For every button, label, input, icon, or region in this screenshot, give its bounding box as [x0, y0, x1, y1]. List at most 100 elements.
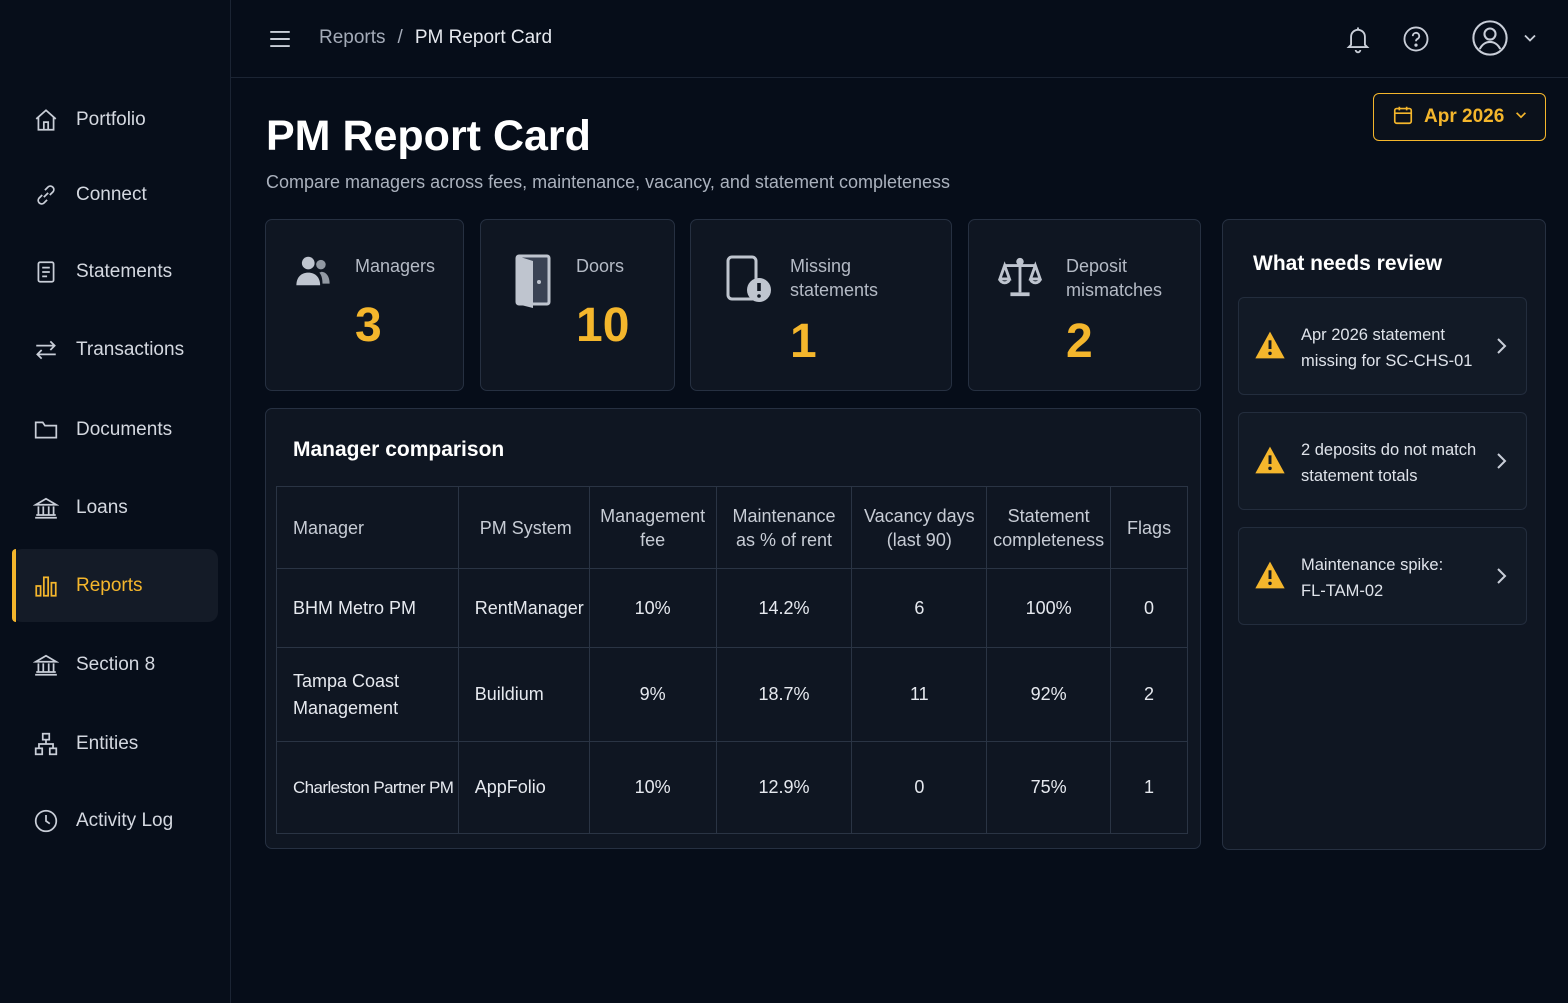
- month-selector-button[interactable]: Apr 2026: [1373, 93, 1546, 141]
- cell-completeness: 100%: [986, 568, 1112, 648]
- cell-line: Tampa Coast: [293, 670, 400, 691]
- manager-comparison-table: Manager PM System Management fee Maintena…: [276, 486, 1188, 834]
- hierarchy-icon: [32, 730, 60, 758]
- cell-flags: 0: [1110, 568, 1188, 648]
- bar-chart-icon: [32, 572, 60, 600]
- topbar: Reports / PM Report Card: [231, 0, 1568, 78]
- document-icon: [32, 258, 60, 286]
- scale-icon: [997, 254, 1043, 305]
- stat-value: 3: [355, 299, 382, 352]
- review-item-deposit-mismatch[interactable]: 2 deposits do not match statement totals: [1238, 412, 1527, 510]
- chevron-down-icon[interactable]: [1522, 30, 1538, 46]
- bell-icon[interactable]: [1344, 24, 1372, 54]
- sidebar-item-label: Entities: [76, 732, 139, 754]
- chevron-right-icon: [1494, 566, 1508, 586]
- stat-value: 10: [576, 299, 630, 352]
- cell-manager: Charleston Partner PM: [276, 741, 459, 834]
- header-line: Management: [600, 505, 706, 526]
- cell-pm-system: RentManager: [457, 568, 590, 648]
- document-alert-icon: [725, 254, 773, 311]
- review-line: FL-TAM-02: [1301, 582, 1384, 600]
- sidebar: Portfolio Connect Statements Transaction…: [0, 0, 231, 1003]
- users-icon: [294, 252, 332, 295]
- header-line: fee: [640, 529, 666, 550]
- sidebar-item-reports[interactable]: Reports: [12, 549, 218, 622]
- sidebar-item-label: Portfolio: [76, 108, 146, 130]
- column-header-manager[interactable]: Manager: [276, 486, 459, 569]
- section-title: What needs review: [1253, 252, 1443, 275]
- review-item-text: Apr 2026 statement missing for SC-CHS-01: [1301, 322, 1486, 374]
- folder-icon: [32, 416, 60, 444]
- building-icon: [32, 651, 60, 679]
- month-selector-label: Apr 2026: [1424, 106, 1505, 127]
- review-item-maintenance-spike[interactable]: Maintenance spike: FL-TAM-02: [1238, 527, 1527, 625]
- page-title: PM Report Card: [266, 112, 591, 160]
- sidebar-item-section-8[interactable]: Section 8: [12, 628, 218, 701]
- sidebar-item-portfolio[interactable]: Portfolio: [12, 83, 218, 156]
- column-header-vacancy[interactable]: Vacancy days (last 90): [851, 486, 988, 569]
- column-header-completeness[interactable]: Statement completeness: [986, 486, 1112, 569]
- table-header-row: Manager PM System Management fee Maintena…: [276, 486, 1188, 569]
- help-icon[interactable]: [1402, 24, 1430, 54]
- table-row[interactable]: BHM Metro PM RentManager 10% 14.2% 6 100…: [276, 568, 1188, 648]
- home-icon: [32, 106, 60, 134]
- sidebar-item-transactions[interactable]: Transactions: [12, 313, 218, 386]
- stat-card-deposit-mismatches: Deposit mismatches 2: [968, 219, 1201, 391]
- breadcrumb-reports-link[interactable]: Reports: [319, 27, 386, 48]
- page-subtitle: Compare managers across fees, maintenanc…: [266, 172, 951, 192]
- cell-vacancy: 11: [851, 647, 988, 742]
- review-line: statement totals: [1301, 467, 1418, 485]
- stat-label-line: statements: [790, 280, 879, 300]
- stat-value: 1: [790, 315, 817, 368]
- hamburger-menu-icon[interactable]: [267, 26, 293, 52]
- sidebar-item-documents[interactable]: Documents: [12, 393, 218, 466]
- user-avatar-icon[interactable]: [1471, 19, 1511, 59]
- stat-card-managers: Managers 3: [265, 219, 464, 391]
- stat-label-line: Missing: [790, 256, 852, 276]
- cell-maintenance: 12.9%: [715, 741, 853, 834]
- stat-label-line: mismatches: [1066, 280, 1163, 300]
- cell-vacancy: 6: [851, 568, 988, 648]
- review-item-missing-statement[interactable]: Apr 2026 statement missing for SC-CHS-01: [1238, 297, 1527, 395]
- door-icon: [513, 252, 553, 313]
- column-header-maintenance[interactable]: Maintenance as % of rent: [715, 486, 853, 569]
- cell-maintenance: 14.2%: [715, 568, 853, 648]
- stat-value: 2: [1066, 315, 1093, 368]
- review-line: missing for SC-CHS-01: [1301, 352, 1473, 370]
- column-header-flags[interactable]: Flags: [1110, 486, 1188, 569]
- chevron-right-icon: [1494, 336, 1508, 356]
- chevron-down-icon: [1514, 108, 1528, 127]
- column-header-pm-system[interactable]: PM System: [457, 486, 590, 569]
- sidebar-item-label: Section 8: [76, 653, 156, 675]
- sidebar-item-label: Connect: [76, 183, 147, 205]
- sidebar-item-connect[interactable]: Connect: [12, 158, 218, 231]
- sidebar-item-label: Statements: [76, 260, 173, 282]
- sidebar-item-label: Documents: [76, 418, 173, 440]
- bank-icon: [32, 494, 60, 522]
- sidebar-item-loans[interactable]: Loans: [12, 471, 218, 544]
- stat-label: Doors: [576, 256, 625, 276]
- warning-icon: [1254, 330, 1286, 360]
- sidebar-item-activity-log[interactable]: Activity Log: [12, 784, 218, 857]
- breadcrumb-separator: /: [397, 27, 403, 48]
- review-line: 2 deposits do not match: [1301, 441, 1477, 459]
- section-title: Manager comparison: [293, 438, 505, 461]
- cell-vacancy: 0: [851, 741, 988, 834]
- table-row[interactable]: Tampa Coast Management Buildium 9% 18.7% …: [276, 647, 1188, 742]
- sidebar-item-entities[interactable]: Entities: [12, 707, 218, 780]
- warning-icon: [1254, 560, 1286, 590]
- breadcrumb: Reports / PM Report Card: [319, 27, 552, 49]
- calendar-icon: [1392, 104, 1414, 131]
- arrows-icon: [32, 336, 60, 364]
- review-line: Maintenance spike:: [1301, 556, 1444, 574]
- cell-management-fee: 10%: [588, 568, 717, 648]
- sidebar-item-label: Transactions: [76, 338, 185, 360]
- sidebar-item-label: Activity Log: [76, 809, 174, 831]
- stat-label: Managers: [355, 256, 436, 276]
- sidebar-item-statements[interactable]: Statements: [12, 235, 218, 308]
- table-row[interactable]: Charleston Partner PM AppFolio 10% 12.9%…: [276, 741, 1188, 834]
- chevron-right-icon: [1494, 451, 1508, 471]
- stat-label-line: Deposit: [1066, 256, 1128, 276]
- sidebar-item-label: Loans: [76, 496, 128, 518]
- column-header-management-fee[interactable]: Management fee: [588, 486, 717, 569]
